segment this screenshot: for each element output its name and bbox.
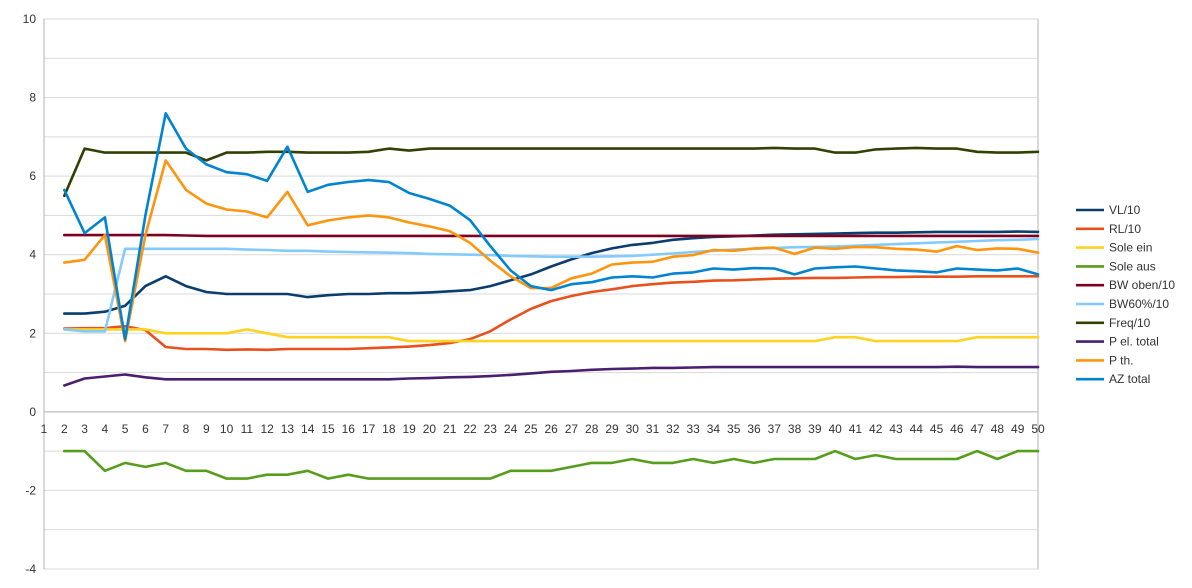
x-tick-label: 43 bbox=[889, 422, 903, 436]
x-tick-label: 35 bbox=[727, 422, 741, 436]
x-tick-label: 50 bbox=[1031, 422, 1045, 436]
x-tick-label: 14 bbox=[301, 422, 315, 436]
x-tick-label: 42 bbox=[869, 422, 883, 436]
x-tick-label: 33 bbox=[686, 422, 700, 436]
x-tick-label: 49 bbox=[1011, 422, 1025, 436]
legend-label: BW60%/10 bbox=[1109, 297, 1169, 311]
series-line bbox=[63, 146, 1040, 198]
x-tick-label: 6 bbox=[142, 422, 149, 436]
x-tick-label: 29 bbox=[605, 422, 619, 436]
x-tick-label: 16 bbox=[342, 422, 356, 436]
x-tick-label: 26 bbox=[544, 422, 558, 436]
x-tick-label: 18 bbox=[382, 422, 396, 436]
y-tick-label: 8 bbox=[29, 91, 36, 105]
series-line bbox=[63, 230, 1040, 315]
x-tick-label: 13 bbox=[281, 422, 295, 436]
series-line bbox=[63, 449, 1040, 480]
x-tick-label: 10 bbox=[220, 422, 234, 436]
series-line bbox=[63, 275, 1040, 352]
x-tick-label: 30 bbox=[626, 422, 640, 436]
x-axis-tick-labels: 1 2 3 4 5 6 7 8 9 10 11 12 13 14 15 16 17 18 19 20 21 22 23 24 2… bbox=[41, 422, 1045, 436]
x-tick-label: 9 bbox=[203, 422, 210, 436]
y-tick-label: 4 bbox=[29, 248, 36, 262]
y-tick-label: 0 bbox=[29, 405, 36, 419]
x-tick-label: 25 bbox=[524, 422, 538, 436]
x-tick-label: 23 bbox=[484, 422, 498, 436]
x-tick-label: 39 bbox=[808, 422, 822, 436]
x-tick-label: 44 bbox=[910, 422, 924, 436]
legend-label: VL/10 bbox=[1109, 203, 1141, 217]
legend-label: Sole aus bbox=[1109, 259, 1156, 273]
y-tick-label: 6 bbox=[29, 169, 36, 183]
x-tick-label: 28 bbox=[585, 422, 599, 436]
x-tick-label: 5 bbox=[122, 422, 129, 436]
y-axis-tick-labels: -4 -2 0 2 4 6 8 10 bbox=[23, 12, 37, 576]
x-tick-label: 48 bbox=[991, 422, 1005, 436]
x-tick-label: 1 bbox=[41, 422, 48, 436]
legend-label: Freq/10 bbox=[1109, 316, 1151, 330]
y-tick-label: 2 bbox=[29, 326, 36, 340]
legend: VL/10 RL/10 Sole ein Sole aus BW oben/10 BW60… bbox=[1076, 203, 1175, 386]
series-lines bbox=[63, 112, 1040, 480]
x-tick-label: 38 bbox=[788, 422, 802, 436]
x-tick-label: 31 bbox=[646, 422, 660, 436]
x-tick-label: 34 bbox=[707, 422, 721, 436]
legend-label: Sole ein bbox=[1109, 241, 1152, 255]
x-tick-label: 19 bbox=[402, 422, 416, 436]
y-tick-label: -4 bbox=[25, 562, 36, 576]
series-line bbox=[63, 328, 1040, 343]
x-tick-label: 22 bbox=[463, 422, 477, 436]
series-line bbox=[63, 159, 1040, 343]
y-tick-label: 10 bbox=[23, 12, 37, 26]
legend-label: P el. total bbox=[1109, 335, 1159, 349]
x-tick-label: 32 bbox=[666, 422, 680, 436]
x-tick-label: 15 bbox=[321, 422, 335, 436]
series-line bbox=[63, 365, 1040, 387]
x-tick-label: 12 bbox=[260, 422, 274, 436]
x-tick-label: 27 bbox=[565, 422, 579, 436]
x-tick-label: 7 bbox=[162, 422, 169, 436]
gridlines bbox=[44, 18, 1038, 570]
x-tick-label: 24 bbox=[504, 422, 518, 436]
x-tick-label: 11 bbox=[241, 422, 254, 436]
series-line bbox=[63, 233, 1040, 238]
series-line bbox=[63, 237, 1040, 333]
x-tick-label: 21 bbox=[443, 422, 457, 436]
y-tick-label: -2 bbox=[25, 483, 36, 497]
x-tick-label: 47 bbox=[970, 422, 984, 436]
x-tick-label: 3 bbox=[81, 422, 88, 436]
series-line bbox=[63, 112, 1040, 341]
x-tick-label: 20 bbox=[423, 422, 437, 436]
x-tick-label: 17 bbox=[362, 422, 376, 436]
axes bbox=[43, 19, 1038, 569]
legend-label: AZ total bbox=[1109, 372, 1150, 386]
x-tick-label: 4 bbox=[102, 422, 109, 436]
legend-label: P th. bbox=[1109, 353, 1133, 367]
x-tick-label: 45 bbox=[930, 422, 944, 436]
x-tick-label: 46 bbox=[950, 422, 964, 436]
x-tick-label: 2 bbox=[61, 422, 68, 436]
x-tick-label: 37 bbox=[768, 422, 782, 436]
x-tick-label: 40 bbox=[828, 422, 842, 436]
x-tick-label: 8 bbox=[183, 422, 190, 436]
legend-label: RL/10 bbox=[1109, 222, 1141, 236]
legend-label: BW oben/10 bbox=[1109, 278, 1175, 292]
x-tick-label: 41 bbox=[849, 422, 863, 436]
x-tick-label: 36 bbox=[747, 422, 761, 436]
